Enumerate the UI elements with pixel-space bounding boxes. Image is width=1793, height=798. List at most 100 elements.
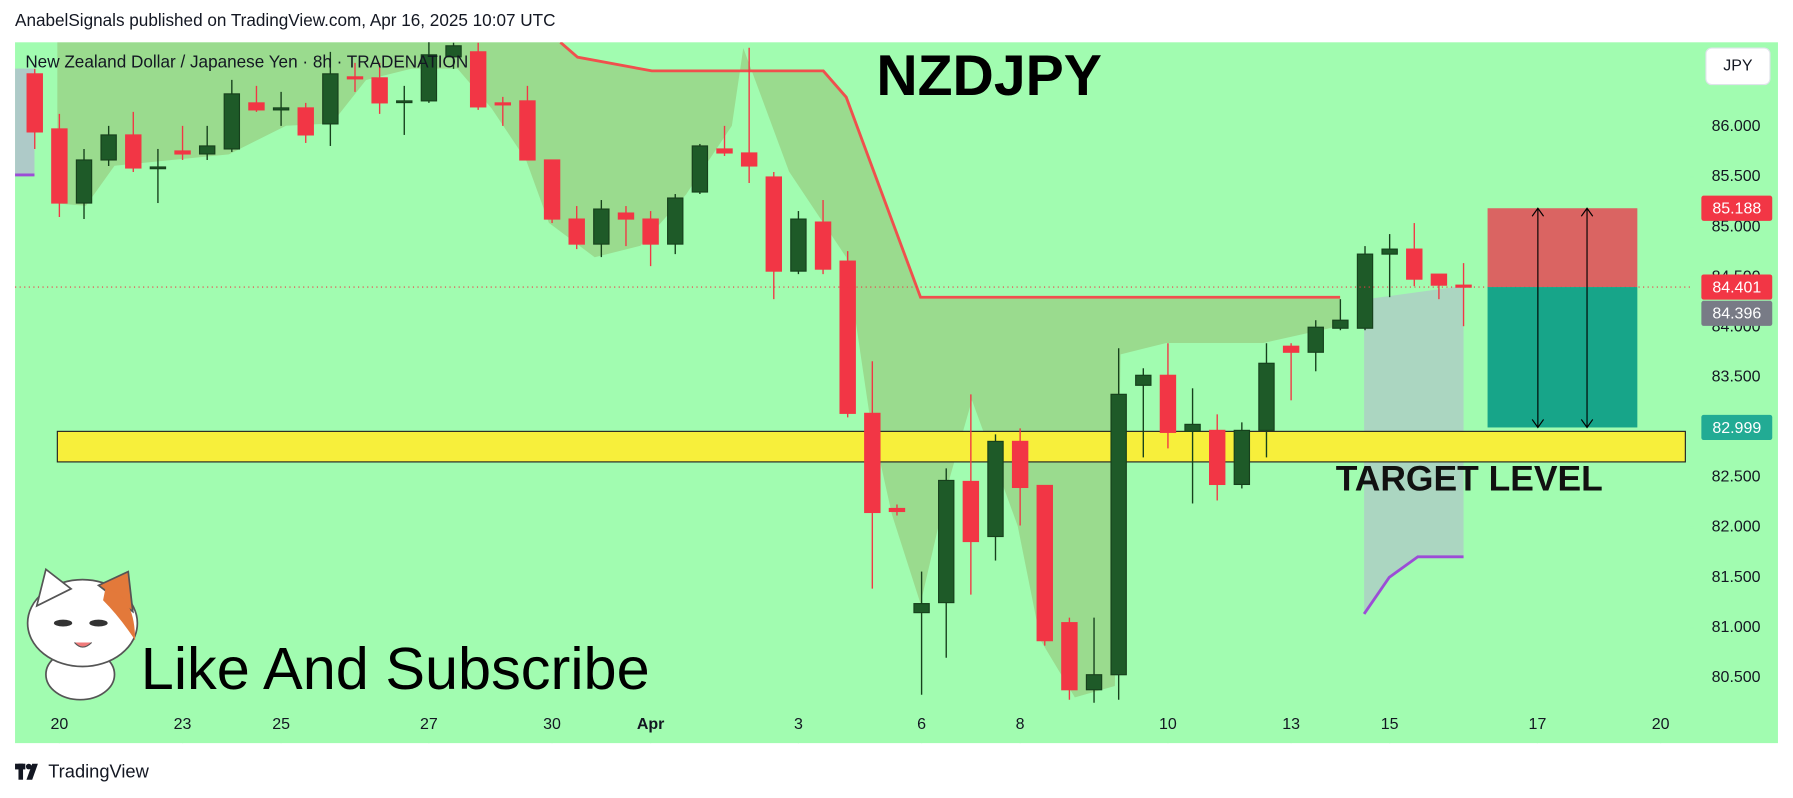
candle-body <box>1085 674 1103 691</box>
candle-body <box>1356 253 1374 329</box>
candle-body <box>198 145 216 155</box>
candle-body <box>839 260 856 414</box>
symbol-legend: New Zealand Dollar / Japanese Yen · 8h ·… <box>25 51 468 71</box>
candle-body <box>938 479 955 604</box>
x-tick-label: 10 <box>1159 716 1177 733</box>
candle-body <box>1159 374 1177 433</box>
candle-body <box>248 102 265 111</box>
x-tick-label: 20 <box>50 716 68 733</box>
x-tick-label: 13 <box>1282 716 1300 733</box>
candle-body <box>765 176 782 272</box>
candle-body <box>1307 326 1324 353</box>
chart-title: NZDJPY <box>876 44 1101 108</box>
x-tick-label: 23 <box>174 716 192 733</box>
candle-body <box>667 197 684 245</box>
arrow-head <box>1531 419 1545 429</box>
x-tick-label: 8 <box>1016 716 1025 733</box>
candle-body <box>149 166 167 170</box>
x-tick-label: 15 <box>1381 716 1399 733</box>
y-tick-label: 85.500 <box>1712 168 1761 185</box>
arrow-head <box>1531 207 1545 217</box>
arrow-head <box>1580 419 1594 429</box>
candle-body <box>790 218 807 272</box>
x-tick-label: 6 <box>917 716 926 733</box>
candle-body <box>322 73 339 125</box>
y-tick-label: 85.000 <box>1712 218 1761 235</box>
y-tick-label: 82.000 <box>1712 519 1761 536</box>
price-tag <box>1701 414 1773 441</box>
candle-body <box>740 152 758 167</box>
candle-body <box>371 77 388 104</box>
candle-body <box>1258 362 1275 431</box>
x-tick-label: 25 <box>272 716 290 733</box>
candle-body <box>519 100 536 161</box>
brand-logo <box>15 763 38 780</box>
candle-body <box>987 440 1004 538</box>
candle-body <box>1332 319 1349 329</box>
y-tick-label: 86.000 <box>1712 118 1761 135</box>
candle-body <box>864 412 881 514</box>
price-tag <box>1701 195 1773 221</box>
cat-avatar <box>26 567 139 701</box>
profit-zone <box>1487 287 1638 428</box>
candle-body <box>1455 284 1472 288</box>
candle-body <box>642 218 659 245</box>
y-tick-label: 81.000 <box>1712 619 1761 636</box>
candle-body <box>1061 622 1078 691</box>
candle-body <box>420 54 438 102</box>
price-tag-label: 82.999 <box>1712 420 1761 437</box>
candle-body <box>346 76 364 80</box>
candle-body <box>1381 248 1398 255</box>
candle-body <box>174 150 191 155</box>
candle-body <box>1135 374 1152 386</box>
axes: 80.50081.00081.50082.00082.50083.00083.5… <box>50 118 1773 744</box>
candle-body <box>297 107 314 136</box>
y-tick-label: 81.500 <box>1712 569 1761 586</box>
currency-label[interactable]: JPY <box>1723 58 1753 75</box>
x-tick-label: 3 <box>794 716 803 733</box>
candle-body <box>396 100 413 104</box>
x-tick-label: 30 <box>543 716 561 733</box>
candle-body <box>125 134 142 169</box>
candle-body <box>223 93 241 150</box>
brand-name: TradingView <box>48 761 149 782</box>
arrow-head <box>1580 207 1594 217</box>
price-tag-label: 84.401 <box>1712 279 1761 296</box>
price-tag-label: 85.188 <box>1712 201 1761 218</box>
stop-zone <box>1487 208 1638 288</box>
candle-body <box>272 107 290 111</box>
candle-body <box>716 148 733 154</box>
candle-body <box>1011 440 1029 489</box>
x-tick-label: Apr <box>637 716 665 733</box>
candle-body <box>1184 423 1201 432</box>
candle-body <box>1036 484 1053 642</box>
candle-body <box>445 45 462 58</box>
y-tick-label: 83.500 <box>1712 369 1761 386</box>
candle-body <box>1110 393 1127 676</box>
candle-body <box>568 218 585 245</box>
y-tick-label: 82.500 <box>1712 469 1761 486</box>
trend-line <box>559 42 1341 299</box>
candle-body <box>691 145 709 193</box>
target-annotation: TARGET LEVEL <box>1336 459 1603 499</box>
candle-body <box>814 221 832 270</box>
price-tag-label: 84.396 <box>1712 306 1761 323</box>
candle-body <box>1282 345 1300 353</box>
projection-line <box>1362 555 1464 615</box>
candle-body <box>888 507 906 513</box>
x-tick-label: 27 <box>420 716 438 733</box>
candle-body <box>617 212 635 220</box>
candles <box>26 42 1472 703</box>
candle-body <box>593 208 610 245</box>
plot-background <box>15 42 1778 744</box>
candle-body <box>494 102 512 106</box>
y-tick-label: 80.500 <box>1712 669 1761 686</box>
candle-body <box>1430 273 1448 286</box>
candle-body <box>913 603 930 614</box>
publish-header: AnabelSignals published on TradingView.c… <box>15 10 555 30</box>
candle-body <box>469 51 487 108</box>
trend-shade <box>57 42 1341 698</box>
currency-button[interactable] <box>1705 47 1771 86</box>
